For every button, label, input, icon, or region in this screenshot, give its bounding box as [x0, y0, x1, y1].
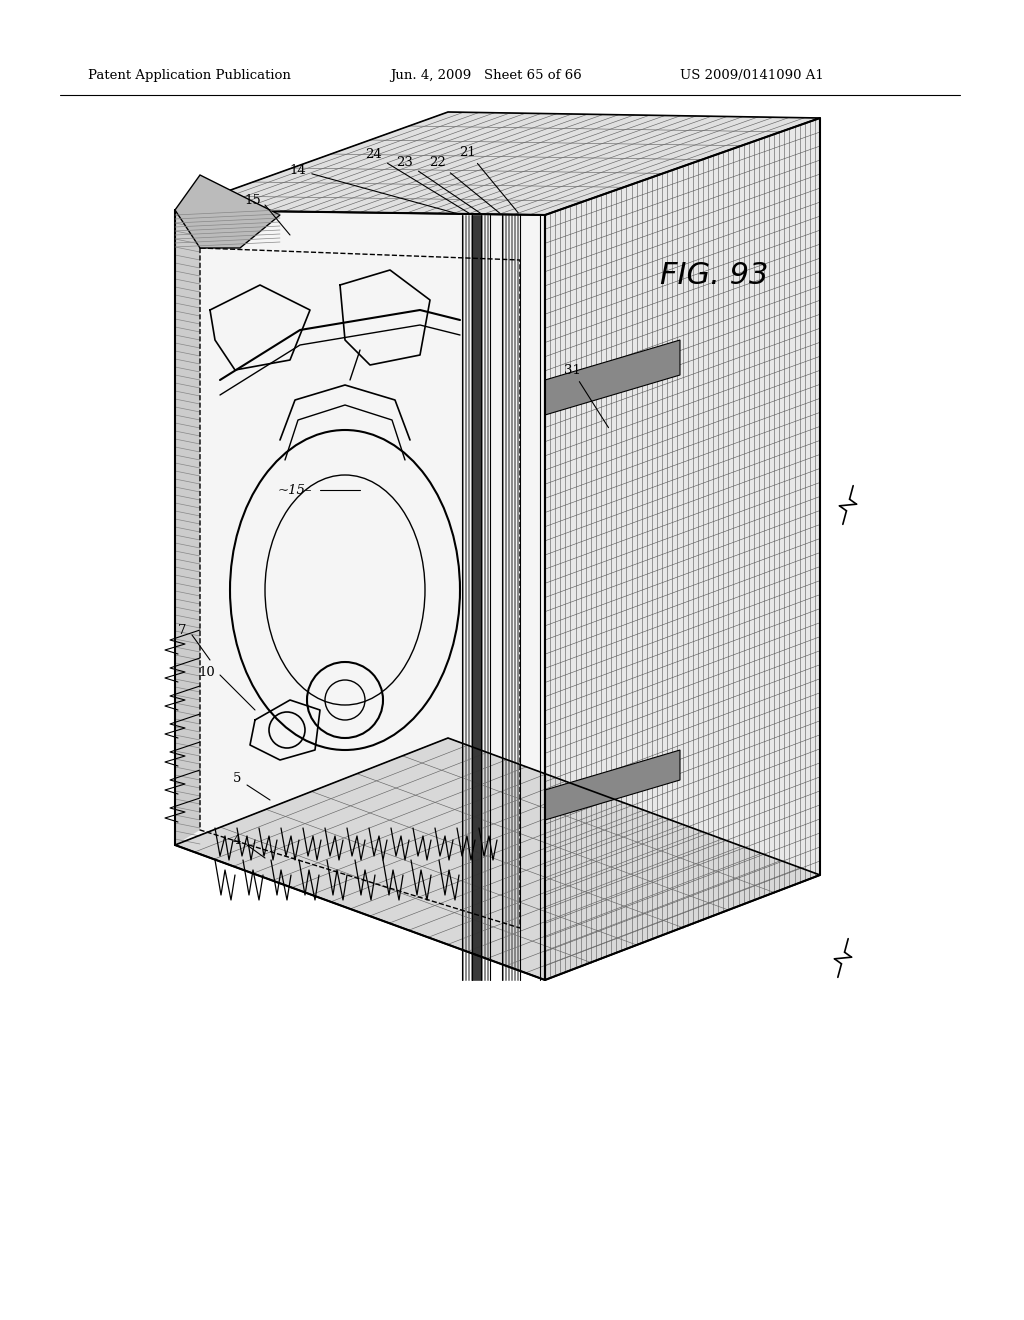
Text: 10: 10 [199, 665, 215, 678]
Text: 15: 15 [245, 194, 261, 206]
Text: 31: 31 [563, 363, 608, 428]
Polygon shape [175, 210, 545, 979]
Text: 5: 5 [232, 771, 242, 784]
Text: US 2009/0141090 A1: US 2009/0141090 A1 [680, 69, 823, 82]
Text: 21: 21 [460, 145, 518, 213]
Text: 24: 24 [366, 149, 470, 214]
Text: 14: 14 [290, 164, 460, 214]
Text: 22: 22 [429, 156, 500, 214]
Polygon shape [545, 341, 680, 414]
Text: 4: 4 [232, 833, 242, 846]
Text: 7: 7 [178, 623, 186, 636]
Polygon shape [175, 210, 200, 845]
Text: ~15–: ~15– [278, 483, 312, 496]
Polygon shape [175, 738, 820, 979]
Text: 23: 23 [396, 156, 480, 214]
Text: Patent Application Publication: Patent Application Publication [88, 69, 291, 82]
Text: FIG. 93: FIG. 93 [660, 260, 768, 289]
Text: Jun. 4, 2009   Sheet 65 of 66: Jun. 4, 2009 Sheet 65 of 66 [390, 69, 582, 82]
Polygon shape [545, 117, 820, 979]
Polygon shape [175, 176, 280, 248]
Polygon shape [175, 112, 820, 215]
Polygon shape [545, 750, 680, 820]
